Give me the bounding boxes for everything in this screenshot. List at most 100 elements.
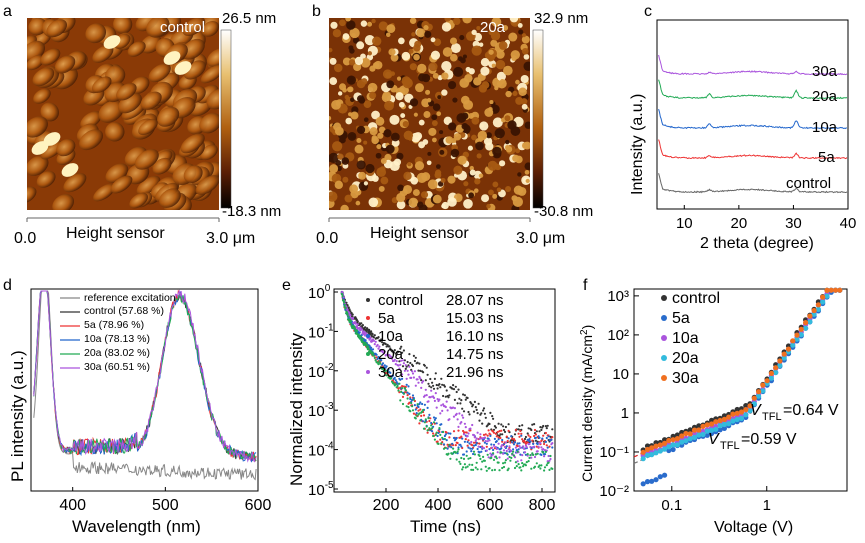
trpl-point-20a: [457, 448, 460, 451]
trpl-point-5a: [448, 436, 451, 439]
trpl-point-20a: [473, 453, 476, 456]
jv-point-30a: [704, 422, 710, 428]
trpl-point-control: [372, 336, 375, 339]
afm-particle: [418, 73, 427, 82]
jv-point-20a: [738, 415, 745, 421]
trpl-point-30a: [495, 447, 498, 451]
trpl-point-5a: [543, 442, 546, 446]
afm-particle: [375, 152, 382, 159]
trpl-point-10a: [518, 442, 521, 445]
afm-particle: [367, 21, 373, 27]
jv-point-control: [696, 423, 702, 429]
trpl-point-5a: [397, 387, 400, 390]
afm-grain: [146, 18, 170, 38]
trpl-ytick-label: 10-3: [308, 401, 334, 420]
trpl-point-30a: [463, 422, 466, 425]
trpl-point-5a: [452, 430, 456, 433]
trpl-point-control: [406, 360, 409, 364]
jv-point-30a: [734, 410, 740, 416]
trpl-point-20a: [508, 455, 511, 459]
trpl-legend-lifetime-5a: 15.03 ns: [446, 310, 504, 327]
trpl-point-20a: [432, 421, 436, 424]
trpl-point-5a: [467, 439, 470, 442]
trpl-point-20a: [519, 466, 522, 469]
afm-particle: [441, 89, 448, 96]
trpl-point-20a: [439, 433, 442, 436]
jv-point-20a: [713, 426, 719, 432]
panel-f: f 0.1 1 10³ 10² 10 1 10⁻¹ 10⁻² control 5a 10a 20a 3…: [579, 277, 848, 536]
trpl-point-control: [429, 377, 432, 381]
trpl-point-5a: [545, 444, 548, 447]
trpl-point-20a: [377, 363, 380, 366]
jv-point-30a: [743, 407, 749, 413]
trpl-point-20a: [373, 356, 376, 359]
axis-a-right: 3.0 μm: [206, 230, 255, 247]
afm-particle: [408, 48, 414, 54]
jv-point-30a: [649, 445, 655, 451]
afm-particle: [342, 57, 351, 66]
trpl-point-30a: [460, 421, 463, 424]
trpl-point-control: [527, 427, 530, 430]
trpl-point-30a: [382, 352, 385, 355]
afm-particle: [409, 63, 417, 71]
trpl-point-30a: [524, 444, 528, 447]
trpl-point-30a: [442, 403, 445, 406]
trpl-point-control: [399, 347, 402, 350]
trpl-point-20a: [396, 384, 399, 388]
jv-point-20a: [768, 375, 775, 381]
trpl-ticks: 200 400 600 800 100 10-1 10-2 10-3 10-4 10-5: [308, 283, 555, 514]
trpl-point-10a: [468, 442, 471, 445]
afm-particle: [491, 18, 502, 27]
afm-particle: [346, 20, 356, 30]
trpl-point-control: [491, 415, 494, 418]
trpl-point-control: [385, 345, 388, 348]
trpl-point-control: [467, 410, 470, 414]
afm-grain: [27, 116, 48, 138]
pl-tick-label: 600: [245, 497, 272, 514]
jv-point-30a: [730, 411, 736, 417]
afm-grain: [28, 18, 47, 36]
trpl-point-20a: [367, 347, 370, 350]
jv-point-20a: [653, 450, 659, 456]
afm-particle: [350, 97, 355, 103]
trpl-point-control: [447, 396, 450, 399]
trpl-point-20a: [504, 459, 507, 462]
panel-c-letter: c: [644, 3, 652, 20]
trpl-point-20a: [483, 459, 486, 462]
trpl-point-20a: [503, 461, 507, 464]
afm-particle: [503, 65, 513, 76]
trpl-point-30a: [507, 448, 510, 451]
jv-ytick-label: 10²: [607, 327, 629, 344]
colorbar-a: [220, 29, 232, 209]
pl-tick-label: 500: [152, 497, 179, 514]
afm-particle: [336, 165, 342, 172]
afm-grain: [40, 48, 61, 66]
panel-e-frame: [333, 288, 556, 493]
trpl-point-20a: [474, 466, 477, 469]
trpl-point-5a: [417, 409, 420, 412]
jv-point-30a: [644, 446, 651, 453]
jv-point-20a: [747, 408, 753, 414]
afm-particle: [411, 32, 416, 37]
trpl-point-5a: [420, 414, 423, 417]
afm-particle: [448, 122, 457, 131]
trpl-point-20a: [516, 450, 519, 453]
afm-particle: [476, 153, 482, 159]
afm-particle: [441, 60, 452, 72]
trpl-point-10a: [459, 443, 462, 446]
afm-particle: [410, 176, 419, 185]
trpl-point-control: [435, 383, 438, 387]
trpl-point-control: [524, 435, 528, 439]
afm-particle: [465, 66, 471, 73]
jv-point-30a: [747, 403, 753, 409]
trpl-point-30a: [398, 367, 401, 370]
trpl-point-5a: [521, 438, 524, 441]
afm-particle: [402, 77, 413, 89]
trpl-point-20a: [490, 456, 493, 459]
trpl-point-20a: [484, 465, 487, 468]
trpl-point-control: [470, 402, 473, 405]
trpl-point-10a: [407, 385, 410, 388]
trpl-legend-marker-20a: [366, 352, 370, 356]
trpl-point-30a: [537, 445, 540, 448]
afm-particle: [386, 80, 395, 89]
